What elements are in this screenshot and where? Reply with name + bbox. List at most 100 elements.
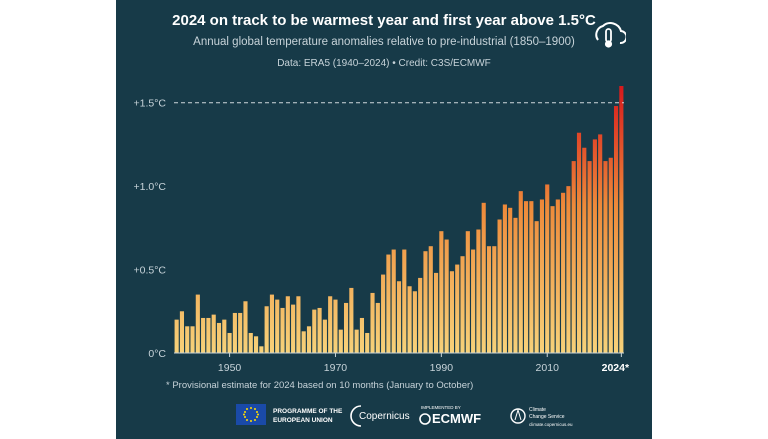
bar-2003 [508,207,513,353]
bar-1961 [285,296,290,353]
bar-2013 [561,192,566,353]
bar-1975 [359,317,365,353]
bar-1940 [174,319,179,354]
bar-1943 [190,326,195,353]
bar-1976 [365,332,370,353]
bar-2011 [550,206,555,353]
bar-1962 [291,304,296,353]
svg-text:Change Service: Change Service [529,414,565,420]
chart-subtitle: Annual global temperature anomalies rela… [193,36,575,48]
bar-1992 [449,271,455,353]
bar-1988 [428,246,433,353]
bar-1984 [407,286,412,353]
bar-1989 [433,272,439,353]
bar-1959 [275,299,280,353]
eu-text-line2: EUROPEAN UNION [273,417,333,424]
bar-1948 [216,322,222,353]
bar-1946 [206,317,211,353]
bar-2002 [502,204,507,353]
bar-chart: 0°C +0.5°C +1.0°C +1.5°C 1950 1970 1990 2010 20… [133,86,630,374]
bar-2004 [513,217,518,353]
bar-2010 [545,184,550,353]
bar-2005 [518,191,523,353]
bar-2008 [534,221,539,353]
bar-1972 [343,302,349,353]
eu-text-line1: PROGRAMME OF THE [273,408,343,415]
bar-1977 [370,292,375,353]
bar-2015 [571,161,576,353]
bar-1985 [412,291,417,353]
partner-logos: PROGRAMME OF THE EUROPEAN UNION Copernic… [236,404,573,427]
data-credit: Data: ERA5 (1940–2024) • Credit: C3S/ECM… [277,58,491,69]
bar-1994 [460,256,465,353]
bar-1947 [211,314,216,353]
bar-1945 [201,317,206,353]
bar-1957 [264,306,269,353]
thermometer-cloud-icon [595,22,626,48]
bar-1995 [465,231,470,353]
bar-1978 [375,302,380,353]
bar-1942 [185,326,190,353]
c3s-logo: Climate Change Service climate.copernicu… [510,407,573,427]
bar-1987 [423,251,428,353]
bar-1996 [471,249,476,353]
bar-1986 [418,277,423,353]
bar-2019 [592,139,597,353]
bar-1969 [328,296,333,353]
bar-1999 [486,246,492,353]
svg-text:IMPLEMENTED BY: IMPLEMENTED BY [421,405,461,410]
bar-2000 [492,246,497,353]
bar-2022 [608,157,613,353]
bar-1964 [301,331,306,353]
footnote: * Provisional estimate for 2024 based on… [166,380,474,391]
bar-2017 [582,147,587,353]
bar-2007 [529,201,534,353]
x-tick-label: 1950 [218,362,242,374]
bar-2023 [613,106,619,353]
bar-1990 [439,231,444,353]
bar-1950 [227,332,232,353]
bar-1951 [232,312,237,353]
bar-2024 [619,86,624,353]
bar-1983 [402,249,407,353]
bar-1953 [243,301,248,353]
bar-1968 [322,319,327,354]
eu-flag-logo [236,404,266,425]
y-tick-label: 0°C [148,348,166,360]
bar-1997 [476,229,481,353]
bar-1952 [238,312,243,353]
bar-1956 [259,346,264,353]
x-tick-label: 2024* [602,362,630,374]
bar-1982 [396,281,402,353]
svg-text:climate.copernicus.eu: climate.copernicus.eu [529,422,573,427]
bar-1974 [354,329,359,353]
bar-1944 [195,294,200,353]
bar-1998 [481,202,486,353]
bar-2018 [587,161,592,353]
bar-1979 [381,274,386,353]
svg-text:Climate: Climate [529,407,546,413]
bar-1960 [280,307,285,353]
bar-1973 [349,287,354,353]
svg-text:Copernicus: Copernicus [359,411,410,422]
x-tick-label: 2010 [536,362,560,374]
bar-2012 [555,199,560,353]
bar-1991 [444,239,449,353]
bar-1955 [253,336,259,353]
bar-1958 [269,294,275,353]
bar-1981 [391,249,396,353]
bar-1970 [333,299,338,353]
bar-1966 [312,309,317,353]
bar-1971 [338,329,343,353]
bar-2006 [523,201,529,353]
y-tick-label: +1.0°C [133,181,166,193]
bar-1949 [222,319,227,354]
x-tick-label: 1990 [430,362,454,374]
bar-1967 [317,307,322,353]
chart-panel: 2024 on track to be warmest year and fir… [116,0,652,439]
bar-2021 [603,161,608,353]
bar-1980 [386,254,391,353]
chart-title: 2024 on track to be warmest year and fir… [172,12,596,29]
svg-text:ECMWF: ECMWF [432,411,481,426]
bar-1993 [455,264,460,353]
